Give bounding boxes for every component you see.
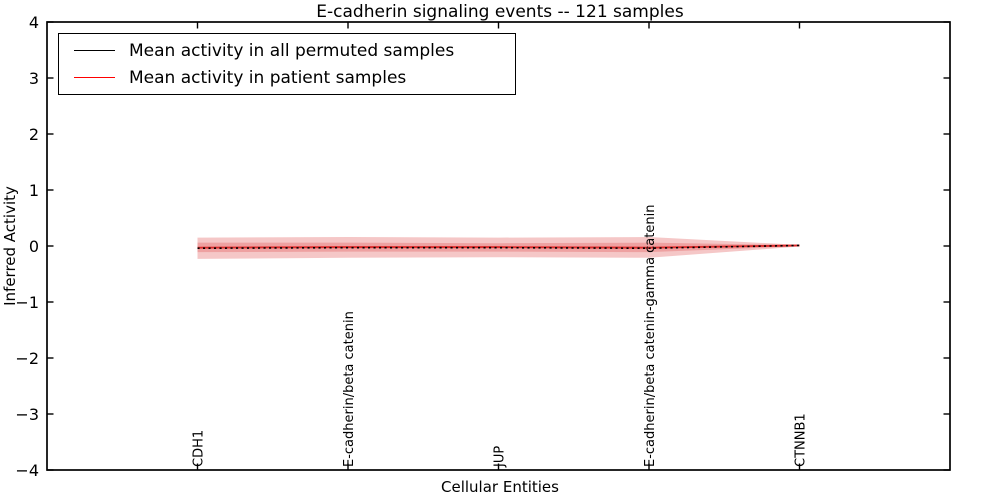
legend-item-permuted: Mean activity in all permuted samples	[59, 41, 515, 61]
x-tick-label: JUP	[493, 446, 508, 468]
x-tick-label: CDH1	[192, 430, 207, 467]
chart-title: E-cadherin signaling events -- 121 sampl…	[316, 2, 684, 22]
x-tick-label: E-cadherin/beta catenin	[342, 311, 357, 467]
y-tick-label: 2	[29, 125, 39, 144]
series-line	[197, 244, 800, 250]
legend-line-permuted-icon	[74, 50, 115, 51]
y-tick-label: 0	[29, 237, 39, 256]
x-axis-label: Cellular Entities	[441, 478, 559, 496]
legend: Mean activity in all permuted samples Me…	[58, 33, 516, 95]
y-tick-label: −4	[15, 461, 39, 480]
x-tick-label: E-cadherin/beta catenin-gamma catenin	[643, 205, 658, 467]
legend-label-patient: Mean activity in patient samples	[129, 67, 407, 88]
x-tick-label: CTNNB1	[794, 413, 809, 467]
y-tick-label: −1	[15, 293, 39, 312]
legend-label-permuted: Mean activity in all permuted samples	[129, 40, 455, 61]
y-tick-label: 3	[29, 69, 39, 88]
y-tick-label: −3	[15, 405, 39, 424]
y-tick-label: 1	[29, 181, 39, 200]
legend-line-patient-icon	[74, 77, 115, 78]
y-tick-label: −2	[15, 349, 39, 368]
legend-item-patient: Mean activity in patient samples	[59, 68, 515, 88]
y-tick-label: 4	[29, 13, 39, 32]
